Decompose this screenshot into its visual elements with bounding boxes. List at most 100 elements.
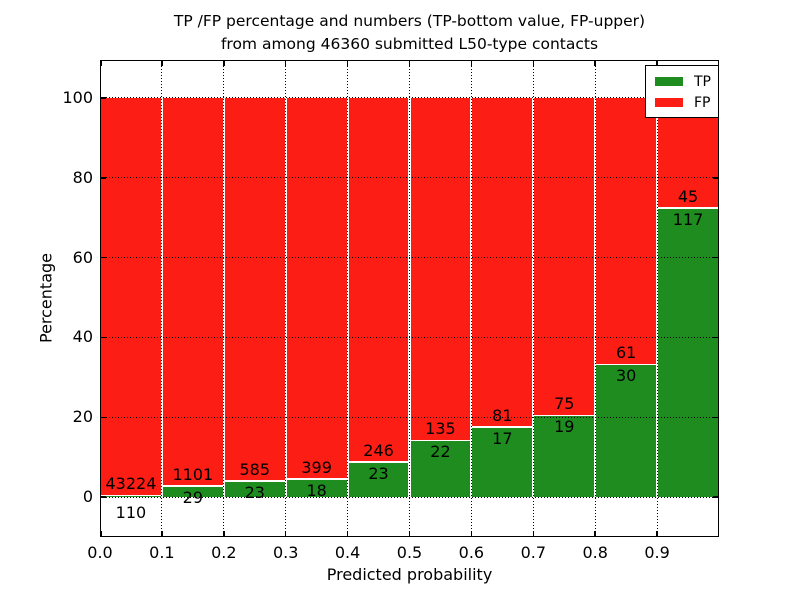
- chart-title-line-1: TP /FP percentage and numbers (TP-bottom…: [173, 12, 646, 30]
- x-tick-label: 0.8: [582, 543, 608, 562]
- chart-title: TP /FP percentage and numbers (TP-bottom…: [100, 10, 719, 56]
- tp-bar-segment: [286, 479, 347, 498]
- x-tick-mark: [161, 60, 163, 66]
- x-tick-label: 0.2: [211, 543, 237, 562]
- fp-bar-segment: [348, 97, 409, 462]
- x-tick-mark: [594, 60, 596, 66]
- tp-bar-segment: [658, 208, 718, 498]
- tp-bar-segment: [224, 481, 285, 498]
- tp-count-label: 18: [306, 480, 327, 500]
- fp-count-label: 585: [239, 459, 271, 479]
- x-tick-mark: [656, 531, 658, 537]
- x-axis-label: Predicted probability: [326, 565, 493, 584]
- fp-bar-segment: [162, 97, 223, 486]
- tp-legend-label: TP: [694, 73, 711, 90]
- x-tick-mark: [346, 60, 349, 66]
- tp-count-label: 19: [554, 417, 575, 437]
- tp-bar-segment: [534, 416, 595, 498]
- vertical-gridline: [594, 60, 596, 537]
- tp-legend-swatch: [655, 77, 683, 86]
- fp-bar-segment: [410, 97, 471, 440]
- tp-count-label: 23: [244, 482, 265, 502]
- fp-bar-segment: [596, 97, 657, 364]
- y-tick-mark: [713, 177, 719, 179]
- x-tick-label: 0.1: [149, 543, 175, 562]
- vertical-gridline: [161, 60, 163, 537]
- fp-bar-segment: [224, 97, 285, 481]
- x-tick-label: 0.9: [644, 543, 670, 562]
- y-tick-label: 20: [72, 407, 93, 427]
- x-tick-mark: [532, 60, 535, 66]
- tp-count-label: 29: [182, 487, 204, 507]
- fp-bar-segment: [101, 97, 161, 495]
- fp-count-label: 1101: [172, 464, 214, 484]
- fp-count-label: 75: [554, 394, 575, 414]
- fp-count-label: 45: [677, 186, 699, 206]
- fp-count-label: 61: [615, 343, 637, 363]
- x-tick-mark: [470, 60, 473, 66]
- x-tick-label: 0.6: [458, 543, 485, 562]
- y-tick-mark: [713, 256, 719, 259]
- fp-count-label: 81: [492, 405, 513, 425]
- horizontal-gridline: [100, 257, 719, 259]
- x-tick-mark: [223, 60, 225, 66]
- x-tick-mark: [656, 60, 658, 66]
- legend: TP FP: [645, 65, 719, 118]
- x-tick-mark: [161, 531, 163, 537]
- x-tick-label: 0.0: [87, 543, 113, 562]
- fp-count-label: 135: [425, 419, 456, 439]
- y-tick-label: 0: [82, 487, 93, 507]
- fp-bar-segment: [472, 97, 533, 427]
- vertical-gridline: [532, 60, 534, 537]
- tp-count-label: 110: [115, 503, 147, 523]
- vertical-gridline: [656, 60, 658, 537]
- vertical-gridline: [285, 60, 287, 537]
- x-tick-label: 0.5: [396, 543, 423, 562]
- x-tick-label: 0.3: [272, 543, 299, 562]
- x-tick-mark: [594, 531, 596, 537]
- horizontal-gridline: [100, 416, 719, 418]
- chart-title-line-2: from among 46360 submitted L50-type cont…: [220, 35, 599, 53]
- x-tick-mark: [470, 531, 473, 537]
- y-tick-mark: [100, 177, 106, 179]
- fp-bar-segment: [534, 97, 595, 415]
- tp-bar-segment: [410, 441, 471, 498]
- vertical-gridline: [470, 60, 472, 537]
- x-tick-mark: [100, 531, 102, 537]
- y-tick-mark: [100, 256, 106, 259]
- tp-count-label: 22: [430, 442, 451, 462]
- tp-bar-segment: [596, 365, 657, 498]
- axes-frame: [100, 60, 719, 537]
- x-tick-mark: [408, 60, 411, 66]
- y-tick-label: 80: [72, 167, 93, 187]
- x-tick-mark: [408, 531, 411, 537]
- legend-item-tp: TP: [646, 71, 718, 92]
- horizontal-gridline: [100, 496, 719, 498]
- fp-count-label: 246: [363, 440, 394, 460]
- y-tick-mark: [100, 336, 106, 339]
- fp-bar-segment: [286, 97, 347, 479]
- x-tick-label: 0.4: [334, 543, 361, 562]
- tp-bar-segment: [348, 462, 409, 498]
- plot-area: TP FP 43224 110 1101 29 585 23 399 18 246 23 135 22…: [100, 60, 719, 537]
- y-tick-label: 60: [72, 247, 93, 267]
- fp-count-label: 399: [301, 457, 332, 477]
- x-tick-mark: [284, 531, 287, 537]
- x-tick-label: 0.7: [520, 543, 547, 562]
- fp-legend-swatch: [655, 98, 683, 107]
- vertical-gridline: [347, 60, 349, 537]
- fp-count-label: 43224: [105, 474, 157, 494]
- y-tick-mark: [713, 496, 719, 498]
- horizontal-gridline: [100, 177, 719, 179]
- y-tick-mark: [713, 416, 719, 418]
- fp-legend-label: FP: [694, 94, 711, 111]
- x-tick-mark: [284, 60, 287, 66]
- y-tick-label: 100: [62, 87, 93, 107]
- x-tick-mark: [223, 531, 225, 537]
- tp-count-label: 117: [672, 209, 704, 229]
- x-tick-mark: [346, 531, 349, 537]
- tp-bar-segment: [472, 427, 533, 498]
- tp-count-label: 30: [615, 366, 637, 386]
- y-tick-mark: [100, 97, 106, 99]
